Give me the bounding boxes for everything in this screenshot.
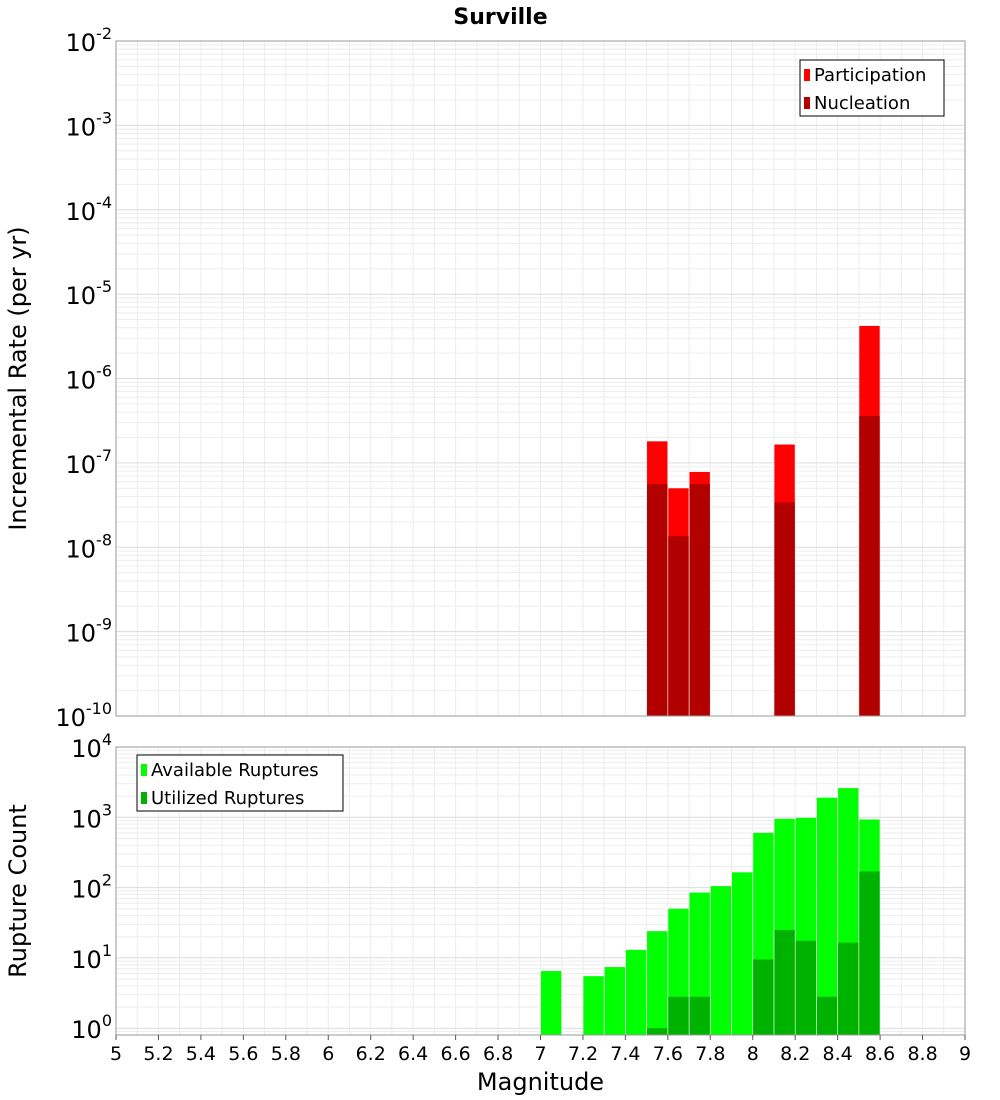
x-tick-labels: 5 5.2 5.4 5.6 5.8 6 6.2 6.4 6.6 6.8 7 7.2 7.4 7.6 7.8 8… <box>110 1035 971 1065</box>
x-tick-label: 5.2 <box>143 1043 173 1065</box>
series-utilized-ruptures <box>647 871 880 1035</box>
y-tick-label: 103 <box>71 800 112 833</box>
y-tick-label: 102 <box>71 871 112 904</box>
bar <box>774 929 795 1035</box>
x-tick-label: 6.6 <box>440 1043 470 1065</box>
bar <box>625 949 647 1035</box>
chart-title: Surville <box>453 5 547 30</box>
bar <box>647 484 668 716</box>
legend: Participation Nucleation <box>799 59 945 117</box>
legend-swatch <box>141 764 147 776</box>
x-axis-label: Magnitude <box>477 1068 604 1096</box>
chart-panel-2: 100 101 102 103 104 Rupture Count 5 5.2 5.4 5.6 5.… <box>4 730 971 1096</box>
bar <box>668 536 689 716</box>
y-tick-label: 10-2 <box>66 24 113 57</box>
y-tick-label: 10-8 <box>66 530 113 563</box>
x-tick-label: 7.4 <box>610 1043 640 1065</box>
x-tick-label: 6.4 <box>398 1043 428 1065</box>
y-tick-label: 10-4 <box>66 193 113 226</box>
x-tick-label: 6 <box>322 1043 334 1065</box>
bar <box>710 886 732 1035</box>
x-tick-label: 7.8 <box>695 1043 725 1065</box>
legend-swatch <box>804 97 810 109</box>
x-tick-label: 8.4 <box>823 1043 853 1065</box>
y-tick-label: 10-5 <box>66 277 113 310</box>
x-tick-label: 7.2 <box>568 1043 598 1065</box>
legend-box <box>799 59 945 117</box>
y-tick-label: 101 <box>71 941 112 974</box>
bar <box>753 959 774 1035</box>
bar <box>816 996 838 1035</box>
legend-box <box>136 754 344 812</box>
x-tick-label: 6.2 <box>356 1043 386 1065</box>
bar <box>583 976 604 1035</box>
bar <box>647 1028 668 1035</box>
x-tick-label: 8.8 <box>907 1043 937 1065</box>
x-tick-label: 8 <box>747 1043 759 1065</box>
y-tick-labels: 10-10 10-9 10-8 10-7 10-6 10-5 10-4 10-3 10-2 <box>55 24 112 732</box>
bar <box>731 872 753 1035</box>
legend-label: Utilized Ruptures <box>151 788 304 809</box>
x-tick-label: 7.6 <box>653 1043 683 1065</box>
bar <box>668 996 689 1035</box>
bar <box>604 967 625 1035</box>
x-tick-label: 7 <box>534 1043 546 1065</box>
y-tick-label: 104 <box>71 730 112 763</box>
bar <box>795 940 817 1035</box>
y-tick-label: 10-6 <box>66 362 113 395</box>
legend-label: Nucleation <box>814 93 910 114</box>
y-tick-label: 10-9 <box>66 615 113 648</box>
y-tick-label: 10-10 <box>55 699 112 732</box>
chart-panel-1: 10-10 10-9 10-8 10-7 10-6 10-5 10-4 10-3 10-2 Inc… <box>4 5 966 732</box>
bar <box>689 996 710 1035</box>
legend-label: Participation <box>814 65 926 86</box>
y-tick-label: 100 <box>71 1011 112 1044</box>
legend-swatch <box>804 69 810 81</box>
series-nucleation <box>647 415 880 716</box>
bar <box>540 971 562 1035</box>
y-tick-labels: 100 101 102 103 104 <box>71 730 112 1044</box>
x-tick-label: 5 <box>110 1043 122 1065</box>
bar <box>816 797 838 1035</box>
plot-border <box>115 40 966 717</box>
x-tick-label: 5.4 <box>186 1043 216 1065</box>
bar <box>838 942 859 1035</box>
bar <box>859 415 880 716</box>
bar <box>647 931 668 1035</box>
legend-label: Available Ruptures <box>151 760 319 781</box>
y-axis-label: Incremental Rate (per yr) <box>4 226 32 530</box>
y-tick-label: 10-7 <box>66 446 113 479</box>
bar <box>774 502 795 716</box>
legend: Available Ruptures Utilized Ruptures <box>136 754 344 812</box>
legend-swatch <box>141 792 147 804</box>
y-tick-label: 10-3 <box>66 108 113 141</box>
bar <box>689 484 710 716</box>
x-tick-label: 5.6 <box>228 1043 258 1065</box>
x-tick-label: 8.6 <box>865 1043 895 1065</box>
y-axis-label: Rupture Count <box>4 804 32 978</box>
x-tick-label: 8.2 <box>780 1043 810 1065</box>
x-tick-label: 5.8 <box>271 1043 301 1065</box>
bar <box>859 871 880 1035</box>
x-tick-label: 9 <box>959 1043 971 1065</box>
grid <box>115 41 966 717</box>
x-tick-label: 6.8 <box>483 1043 513 1065</box>
